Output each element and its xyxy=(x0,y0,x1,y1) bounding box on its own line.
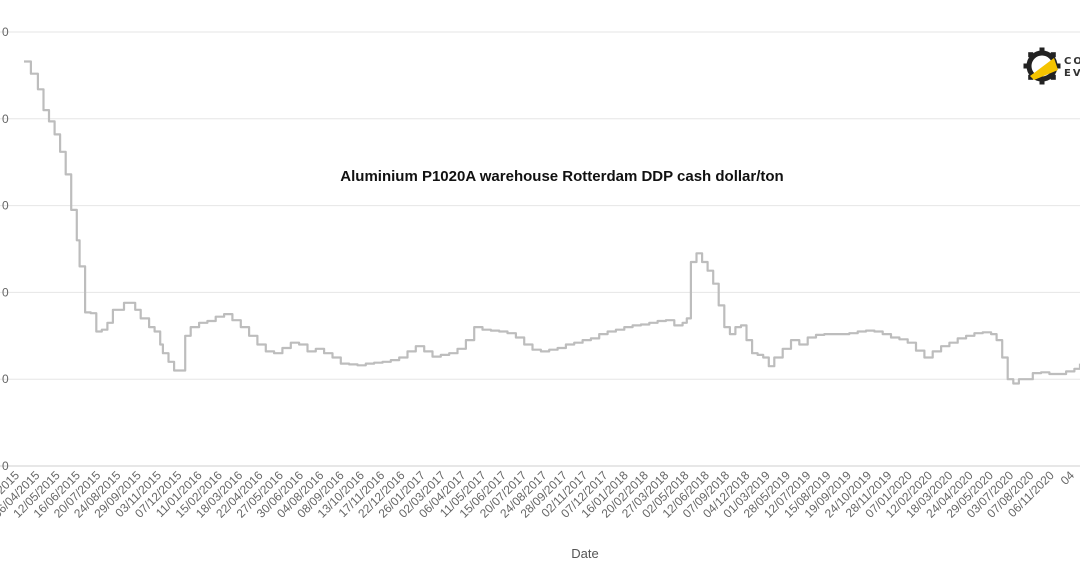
logo-text-line2: EV xyxy=(1064,68,1080,79)
y-tick-label: 0 xyxy=(2,285,9,299)
gear-tooth xyxy=(1039,79,1045,85)
x-axis-tick-labels: 03/201506/04/201512/05/201516/06/201520/… xyxy=(0,468,1077,521)
gear-tooth xyxy=(1055,63,1061,69)
gear-tooth xyxy=(1028,74,1034,80)
gear-tooth xyxy=(1039,47,1045,53)
chart-title: Aluminium P1020A warehouse Rotterdam DDP… xyxy=(340,168,783,185)
brand-logo: CO EV xyxy=(1023,47,1080,85)
gear-tooth xyxy=(1050,74,1056,80)
y-tick-label: 0 xyxy=(2,112,9,126)
gear-tooth xyxy=(1028,52,1034,58)
grid-lines xyxy=(0,31,1080,467)
gear-tooth xyxy=(1023,63,1029,69)
y-axis-tick-labels: 0 0 0 0 0 0 xyxy=(2,25,9,473)
y-tick-label: 0 xyxy=(2,459,9,473)
x-axis-label: Date xyxy=(571,546,598,561)
y-tick-label: 0 xyxy=(2,25,9,39)
price-series-line xyxy=(24,60,1080,385)
logo-text-line1: CO xyxy=(1064,56,1080,67)
y-tick-label: 0 xyxy=(2,372,9,386)
y-tick-label: 0 xyxy=(2,199,9,213)
gear-tooth xyxy=(1050,52,1056,58)
chart-bars-icon xyxy=(1030,58,1058,80)
x-tick-label: 04 xyxy=(1058,468,1078,488)
